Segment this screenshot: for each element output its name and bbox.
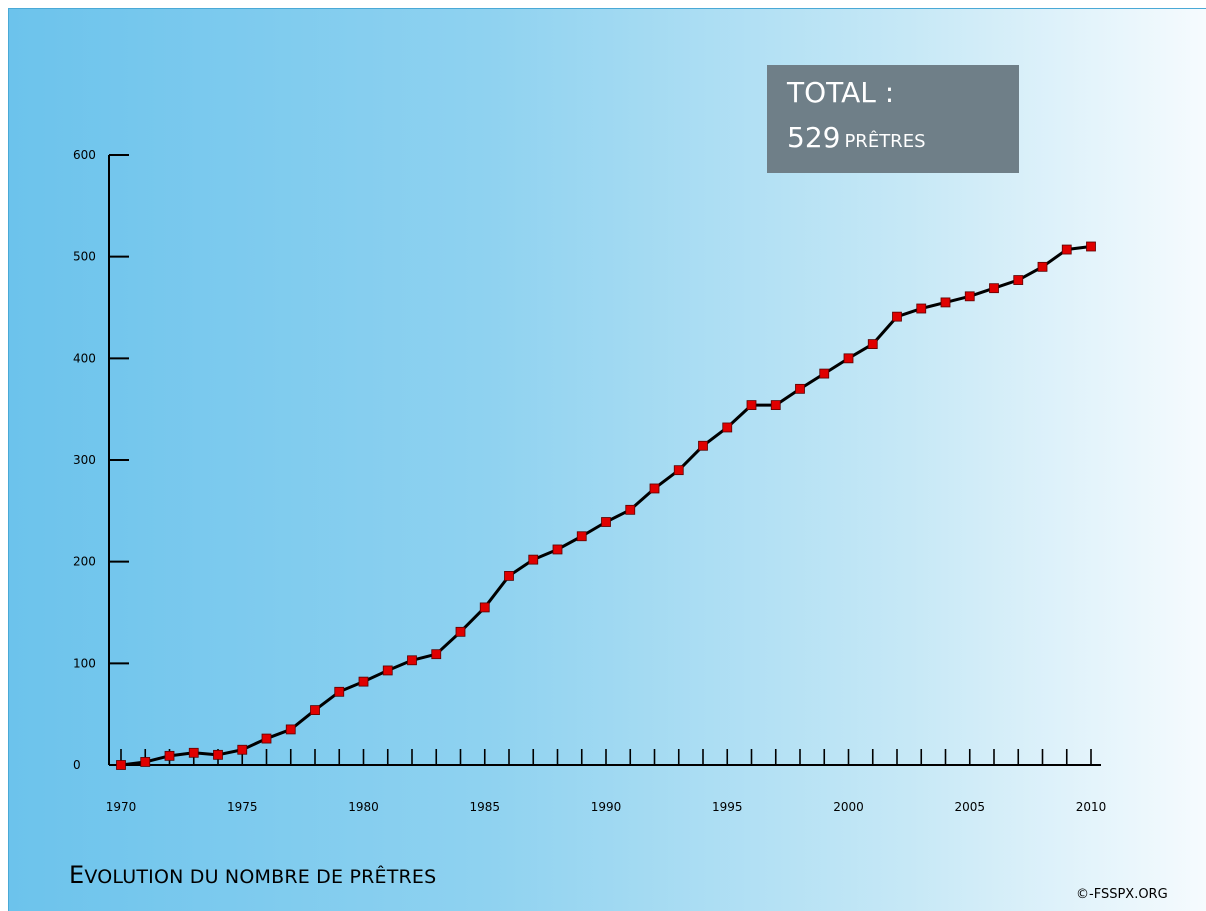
x-tick-label: 1995 bbox=[712, 800, 743, 814]
data-point bbox=[1037, 261, 1048, 272]
data-point bbox=[164, 750, 175, 761]
data-point bbox=[479, 602, 490, 613]
chart-title: Evolution du nombre de prêtres bbox=[69, 861, 436, 889]
data-point bbox=[116, 760, 126, 770]
data-point bbox=[722, 422, 733, 433]
data-point bbox=[698, 440, 708, 451]
data-point bbox=[528, 554, 539, 565]
data-point bbox=[140, 757, 151, 767]
data-point bbox=[552, 544, 563, 555]
data-point bbox=[407, 655, 417, 666]
data-point bbox=[310, 705, 320, 715]
data-point bbox=[867, 339, 878, 350]
line-chart: 0 100 200 300 400 500 600 1970 1975 1980 1985 1990 1… bbox=[73, 148, 1107, 814]
data-point bbox=[625, 504, 636, 515]
x-tick-label: 1980 bbox=[348, 800, 379, 814]
data-point bbox=[504, 571, 514, 581]
data-point bbox=[261, 733, 272, 744]
data-point bbox=[1013, 275, 1024, 285]
x-tick-label: 1985 bbox=[469, 800, 500, 814]
data-point bbox=[989, 283, 999, 294]
copyright: ©-FSSPX.ORG bbox=[1076, 887, 1168, 902]
data-point bbox=[916, 303, 927, 314]
series-line bbox=[120, 245, 1092, 767]
data-point bbox=[964, 291, 975, 302]
data-point bbox=[746, 400, 757, 411]
data-point bbox=[237, 744, 248, 755]
data-point bbox=[431, 649, 442, 660]
data-point bbox=[892, 311, 902, 322]
data-point bbox=[843, 353, 854, 364]
total-unit: PRÊTRES bbox=[844, 131, 926, 152]
x-tick-label: 2005 bbox=[954, 800, 985, 814]
data-point bbox=[1061, 244, 1072, 255]
total-value-line: 529 PRÊTRES bbox=[787, 121, 926, 154]
x-tick-label: 2010 bbox=[1076, 800, 1107, 814]
chart-title-initial: E bbox=[69, 861, 85, 889]
y-tick-label: 200 bbox=[73, 555, 96, 569]
data-point bbox=[770, 400, 781, 411]
data-point bbox=[188, 747, 199, 758]
data-point bbox=[1086, 241, 1096, 252]
data-point bbox=[940, 297, 951, 308]
data-point bbox=[576, 531, 587, 542]
y-tick-label: 300 bbox=[73, 453, 96, 467]
y-tick-label: 600 bbox=[73, 148, 96, 162]
data-point bbox=[358, 676, 369, 687]
chart-title-rest: volution du nombre de prêtres bbox=[84, 866, 437, 888]
data-point bbox=[795, 383, 805, 394]
y-tick-label: 400 bbox=[73, 351, 96, 365]
y-tick-label: 500 bbox=[73, 250, 96, 264]
data-point bbox=[455, 626, 466, 637]
data-point bbox=[285, 724, 296, 735]
data-point bbox=[334, 686, 345, 697]
x-tick-label: 2000 bbox=[833, 800, 864, 814]
chart-canvas: 0 100 200 300 400 500 600 1970 1975 1980 1985 1990 1… bbox=[8, 8, 1206, 911]
data-point bbox=[673, 465, 684, 476]
data-point bbox=[649, 483, 660, 494]
x-tick-label: 1990 bbox=[591, 800, 622, 814]
total-box: TOTAL : 529 PRÊTRES bbox=[767, 65, 1019, 173]
data-point bbox=[601, 517, 611, 527]
data-point bbox=[213, 749, 223, 760]
y-tick-label: 0 bbox=[73, 758, 81, 772]
data-point bbox=[382, 665, 393, 676]
data-point bbox=[819, 368, 830, 379]
x-tick-label: 1970 bbox=[106, 800, 137, 814]
total-label: TOTAL : bbox=[787, 76, 895, 109]
x-tick-label: 1975 bbox=[227, 800, 258, 814]
y-tick-label: 100 bbox=[73, 656, 96, 670]
total-number: 529 bbox=[787, 121, 841, 154]
